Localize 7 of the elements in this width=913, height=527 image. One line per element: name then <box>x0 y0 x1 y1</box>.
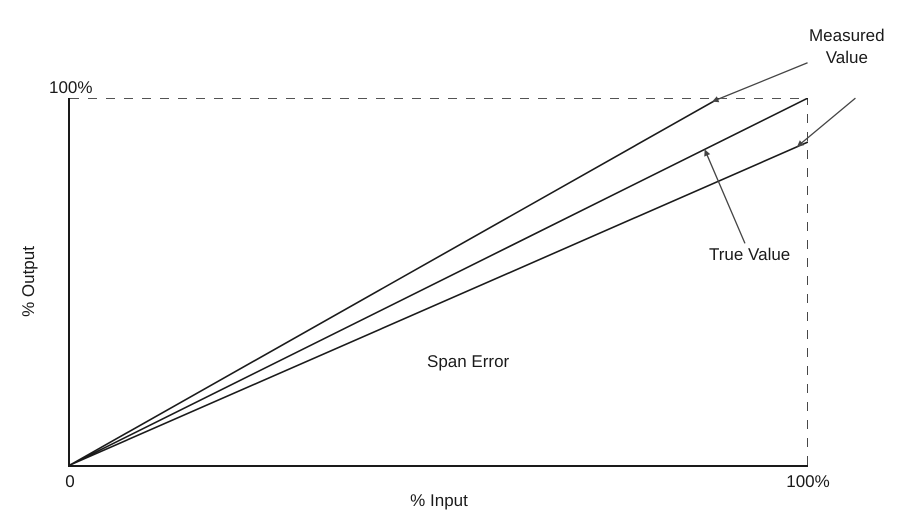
y-axis-title: % Output <box>18 246 38 317</box>
annotation: True Value <box>709 245 790 264</box>
text: 100% <box>49 78 92 97</box>
x-axis-title: % Input <box>410 491 468 510</box>
annotation: Span Error <box>427 352 510 371</box>
x-tick-label: 0 <box>65 472 75 492</box>
annotation: Measured Value <box>809 26 885 68</box>
